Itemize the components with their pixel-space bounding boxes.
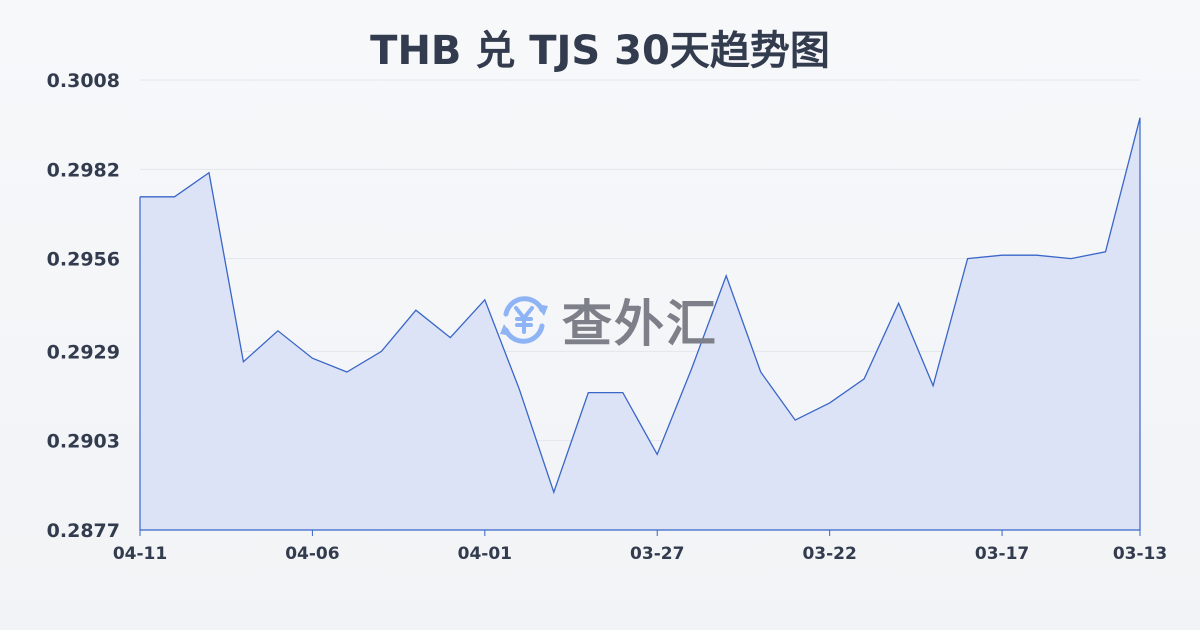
x-tick-label: 03-22 [802, 544, 856, 564]
x-tick-label: 03-27 [630, 544, 684, 564]
y-tick-label: 0.3008 [47, 70, 120, 92]
y-tick-label: 0.2903 [47, 431, 120, 453]
yen-exchange-icon [500, 296, 548, 344]
x-tick-label: 03-13 [1113, 544, 1167, 564]
y-tick-label: 0.2956 [47, 249, 120, 271]
area-fill [140, 117, 1140, 531]
y-tick-label: 0.2929 [47, 341, 120, 363]
watermark-text: 查外汇 [562, 295, 718, 353]
series-line [140, 117, 1141, 495]
x-tick-label: 04-01 [458, 544, 512, 564]
watermark: 查外汇 [496, 284, 718, 356]
y-tick-label: 0.2982 [47, 159, 120, 181]
chart-title: THB 兑 TJS 30天趋势图 [370, 28, 830, 74]
x-tick-label: 04-11 [113, 544, 167, 564]
x-tick-label: 04-06 [285, 544, 339, 564]
x-tick-label: 03-17 [975, 544, 1029, 564]
y-tick-label: 0.2877 [47, 520, 120, 542]
